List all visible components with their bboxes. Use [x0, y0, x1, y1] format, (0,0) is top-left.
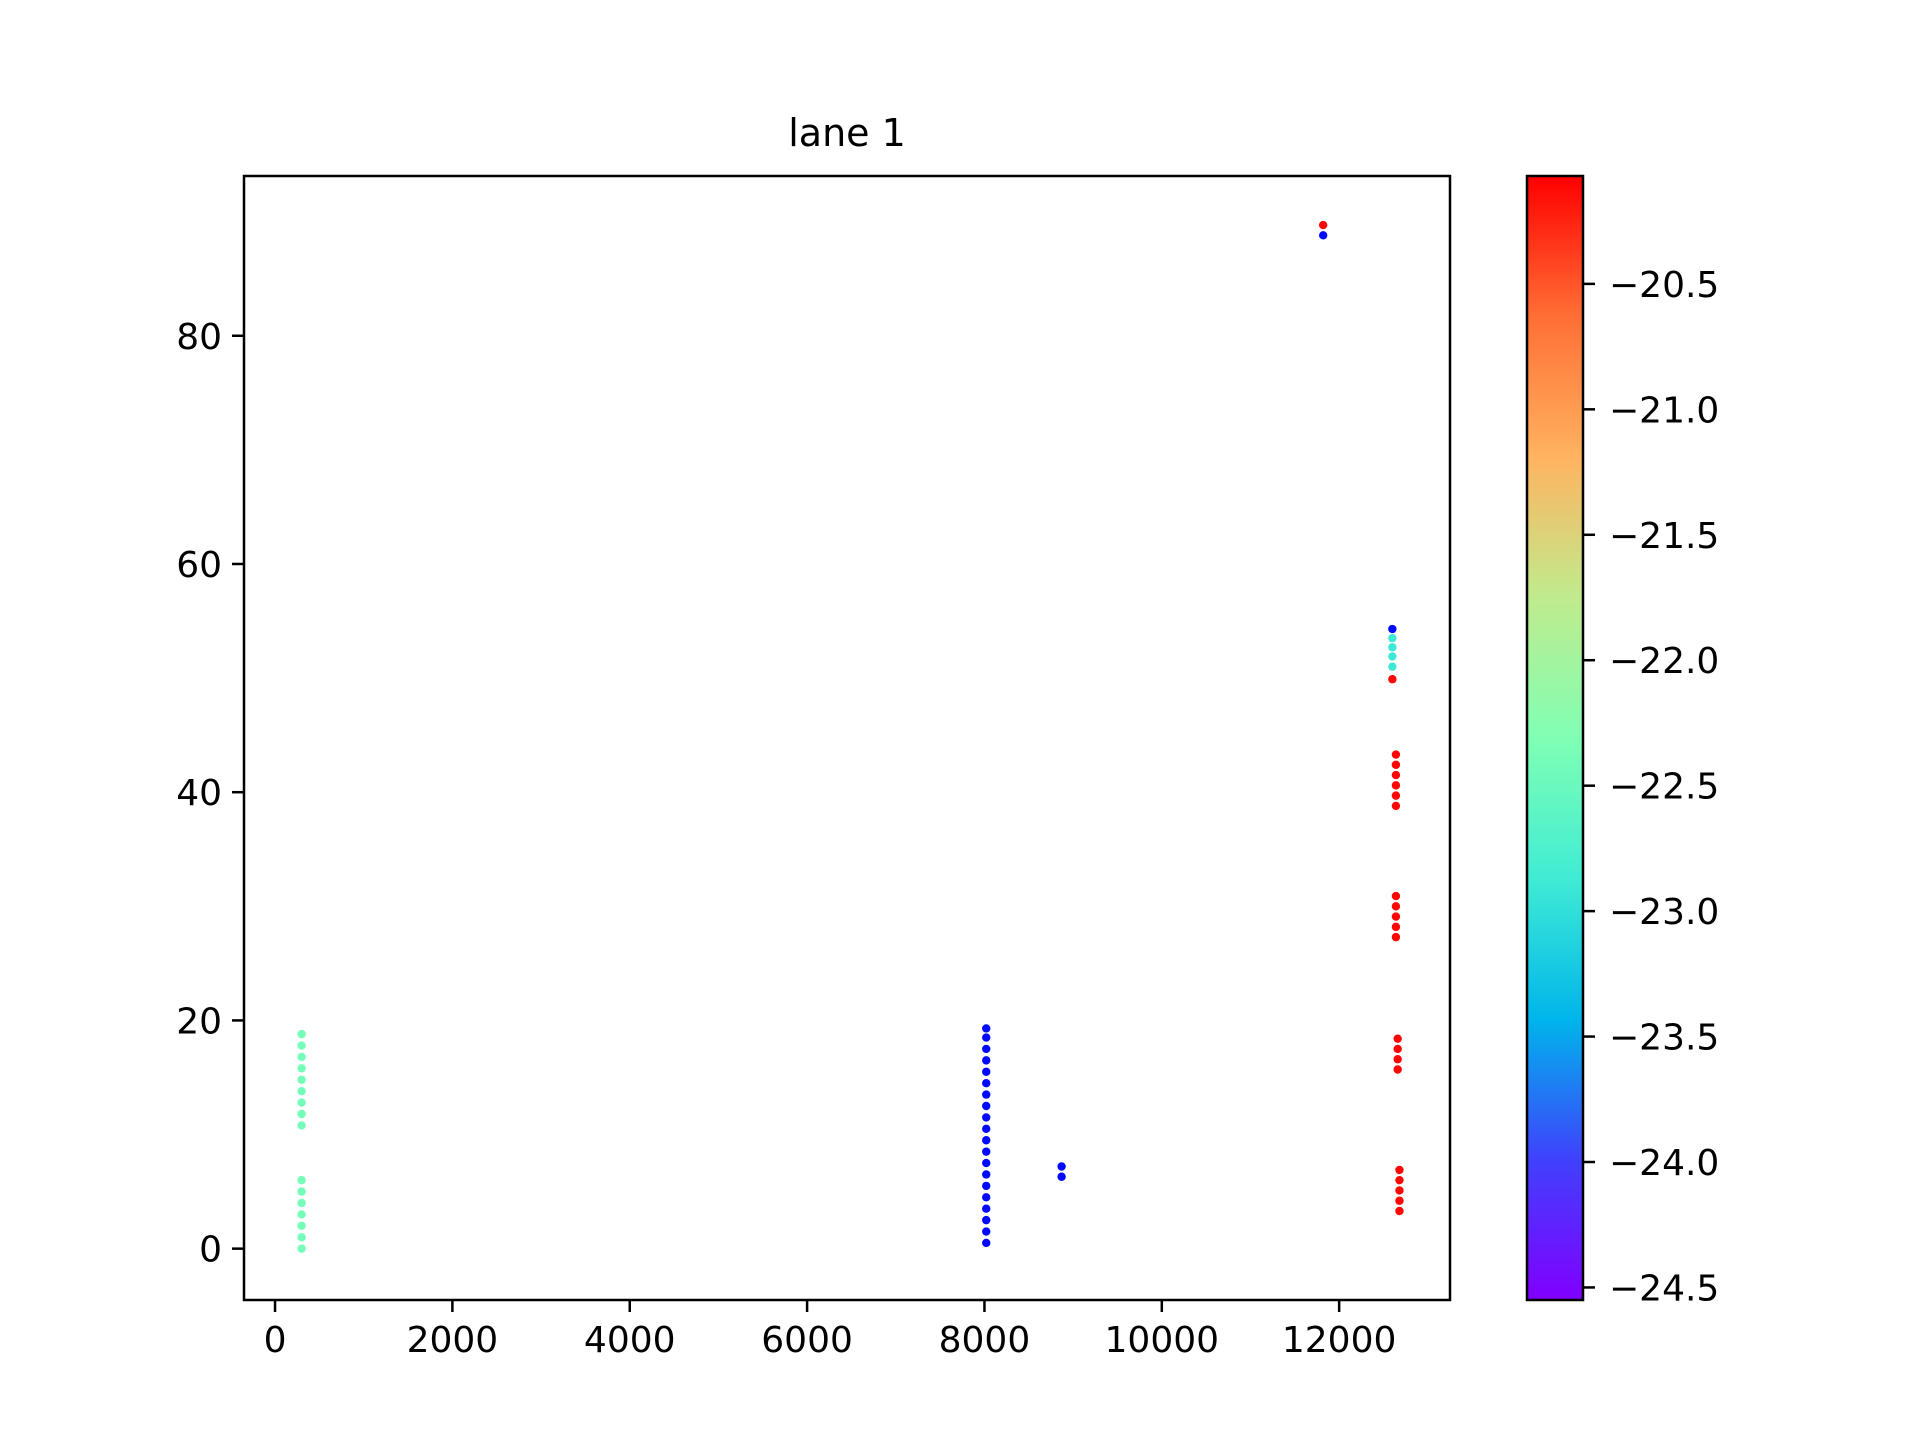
x-tick-label: 4000	[584, 1320, 676, 1361]
scatter-point	[1388, 633, 1397, 643]
scatter-point	[297, 1244, 306, 1253]
scatter-point	[297, 1086, 306, 1096]
scatter-point	[1057, 1162, 1066, 1171]
scatter-point	[1391, 760, 1401, 770]
colorbar	[1525, 174, 1585, 1302]
scatter-point	[982, 1204, 991, 1213]
scatter-point	[982, 1078, 991, 1088]
scatter-point	[297, 1052, 306, 1062]
scatter-point	[1391, 801, 1401, 811]
scatter-point	[1388, 643, 1397, 652]
scatter-point	[982, 1024, 991, 1033]
scatter-point	[297, 1109, 306, 1119]
scatter-point	[1318, 220, 1328, 230]
scatter-point	[1057, 1172, 1066, 1181]
scatter-point	[1388, 624, 1397, 634]
scatter-point	[1388, 652, 1397, 661]
x-tick-label: 0	[264, 1320, 287, 1361]
scatter-point	[1391, 902, 1401, 911]
scatter-point	[297, 1175, 306, 1185]
scatter-point	[982, 1215, 991, 1225]
scatter-point	[1395, 1196, 1404, 1205]
scatter-point	[1391, 781, 1401, 790]
scatter-point	[1395, 1165, 1404, 1175]
scatter-point	[982, 1238, 991, 1248]
colorbar-tick-label: −22.0	[1609, 641, 1719, 682]
y-tick-label: 60	[176, 545, 222, 586]
scatter-point	[297, 1098, 306, 1107]
colorbar-tick-label: −23.0	[1609, 892, 1719, 933]
colorbar-tick-label: −24.5	[1609, 1268, 1719, 1309]
chart-title: lane 1	[788, 111, 906, 155]
scatter-point	[982, 1136, 991, 1145]
colorbar-tick-label: −20.5	[1609, 265, 1719, 306]
x-tick-label: 2000	[407, 1320, 499, 1361]
scatter-point	[1391, 932, 1401, 942]
scatter-point	[1391, 750, 1401, 759]
colorbar-tick-label: −21.0	[1609, 390, 1719, 431]
scatter-point	[297, 1064, 306, 1073]
scatter-point	[982, 1056, 991, 1065]
scatter-point	[1393, 1055, 1402, 1064]
scatter-point	[1395, 1206, 1404, 1216]
plot-area-frame	[242, 174, 1452, 1302]
scatter-point	[1395, 1186, 1404, 1195]
scatter-point	[1391, 922, 1401, 932]
x-tick-label: 8000	[939, 1320, 1031, 1361]
y-tick-label: 40	[176, 773, 222, 814]
colorbar-tick-label: −23.5	[1609, 1018, 1719, 1059]
scatter-point	[982, 1067, 991, 1076]
colorbar-tick-label: −22.5	[1609, 767, 1719, 808]
scatter-point	[982, 1101, 991, 1111]
y-tick-label: 80	[176, 317, 222, 358]
y-axis: 0 20 40 60 80	[176, 317, 244, 1271]
scatter-point	[297, 1041, 306, 1050]
scatter-point	[1388, 675, 1397, 684]
scatter-point	[982, 1090, 991, 1099]
colorbar-axis: −20.5 −21.0 −21.5 −22.0 −22.5 −23.0 −23.5 −24.0…	[1583, 265, 1719, 1309]
scatter-point	[1393, 1044, 1402, 1054]
colorbar-tick-label: −24.0	[1609, 1143, 1719, 1184]
scatter-point	[982, 1227, 991, 1236]
scatter-point	[297, 1187, 306, 1196]
scatter-point	[982, 1181, 991, 1191]
scatter-point	[297, 1121, 306, 1130]
y-tick-label: 0	[199, 1230, 222, 1271]
scatter-point	[1391, 912, 1401, 921]
y-tick-label: 20	[176, 1001, 222, 1042]
scatter-point	[297, 1198, 306, 1208]
scatter-point	[297, 1210, 306, 1219]
scatter-point	[982, 1044, 991, 1054]
scatter-point	[982, 1124, 991, 1134]
scatter-point	[982, 1193, 991, 1202]
scatter-point	[1393, 1034, 1402, 1043]
x-tick-label: 10000	[1105, 1320, 1220, 1361]
x-tick-label: 12000	[1282, 1320, 1397, 1361]
scatter-point	[297, 1233, 306, 1242]
scatter-point	[982, 1113, 991, 1122]
scatter-point	[1393, 1065, 1402, 1074]
scatter-point	[982, 1033, 991, 1042]
scatter-point	[1318, 231, 1328, 240]
colorbar-tick-label: −21.5	[1609, 516, 1719, 557]
scatter-point	[1395, 1175, 1404, 1185]
scatter-point	[297, 1075, 306, 1084]
x-axis: 0 2000 4000 6000 8000 10000 12000	[264, 1300, 1397, 1361]
scatter-point	[1388, 662, 1397, 671]
scatter-point	[1391, 891, 1401, 901]
scatter-point	[297, 1029, 306, 1039]
data-points	[297, 220, 1404, 1253]
scatter-point	[982, 1158, 991, 1168]
scatter-point	[982, 1147, 991, 1156]
scatter-point	[297, 1221, 306, 1231]
scatter-point	[982, 1170, 991, 1179]
scatter-point	[1391, 770, 1401, 780]
scatter-point	[1391, 791, 1401, 800]
x-tick-label: 6000	[761, 1320, 853, 1361]
